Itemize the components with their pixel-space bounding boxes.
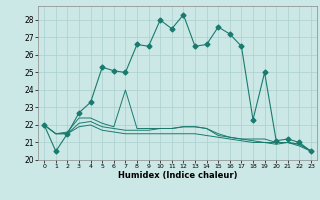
X-axis label: Humidex (Indice chaleur): Humidex (Indice chaleur) xyxy=(118,171,237,180)
